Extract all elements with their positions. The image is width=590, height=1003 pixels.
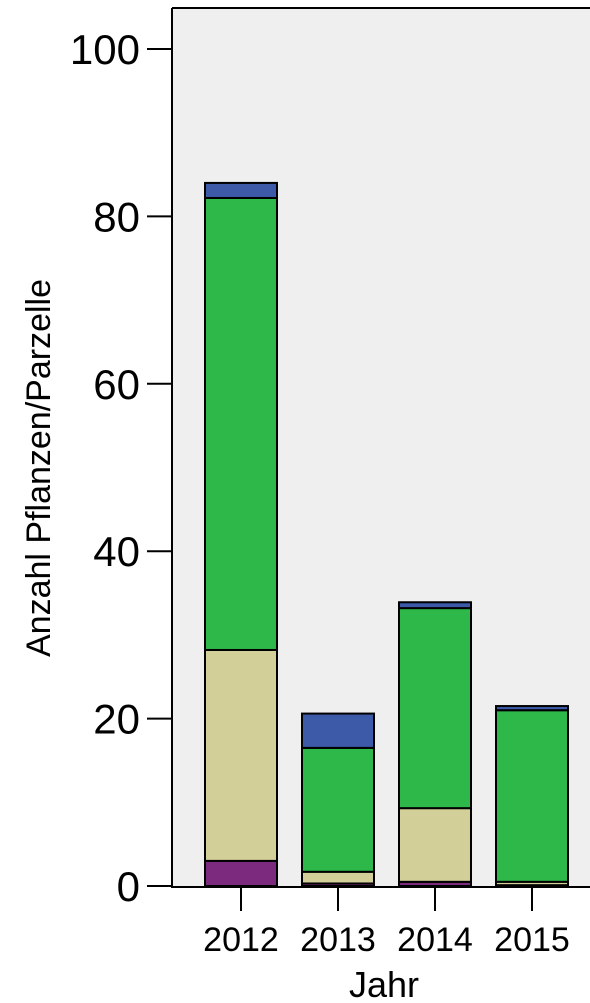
x-axis-title: Jahr	[349, 964, 419, 1003]
y-tick-label-60: 60	[93, 361, 140, 408]
bar-segment-2014-s3	[398, 607, 472, 810]
bar-segment-2012-s3	[204, 196, 278, 651]
bar-segment-2012-s4	[204, 181, 278, 199]
x-axis-ticks: 2012 2013 2014 2015	[203, 887, 570, 959]
bars-group	[204, 181, 569, 888]
x-tick-label-2015: 2015	[494, 921, 570, 959]
y-tick-label-20: 20	[93, 696, 140, 743]
y-tick-label-100: 100	[70, 26, 140, 73]
bar-segment-2014-s4	[398, 601, 472, 610]
bar-segment-2013-s4	[301, 712, 375, 749]
bar-segment-2015-s3	[495, 709, 569, 883]
bar-segment-2012-s2	[204, 648, 278, 862]
bar-segment-2012-s1	[204, 859, 278, 888]
x-tick-label-2013: 2013	[300, 921, 376, 959]
bar-segment-2015-s4	[495, 705, 569, 712]
x-tick-label-2012: 2012	[203, 921, 279, 959]
y-tick-label-80: 80	[93, 193, 140, 240]
y-axis-title: Anzahl Pflanzen/Parzelle	[20, 279, 58, 657]
bar-segment-2013-s3	[301, 746, 375, 873]
x-tick-label-2014: 2014	[397, 921, 473, 959]
y-tick-label-40: 40	[93, 528, 140, 575]
bar-segment-2013-s2	[301, 870, 375, 885]
y-axis-ticks: 0 20 40 60 80 100	[70, 26, 172, 910]
bar-segment-2014-s2	[398, 807, 472, 883]
y-tick-label-0: 0	[117, 863, 140, 910]
